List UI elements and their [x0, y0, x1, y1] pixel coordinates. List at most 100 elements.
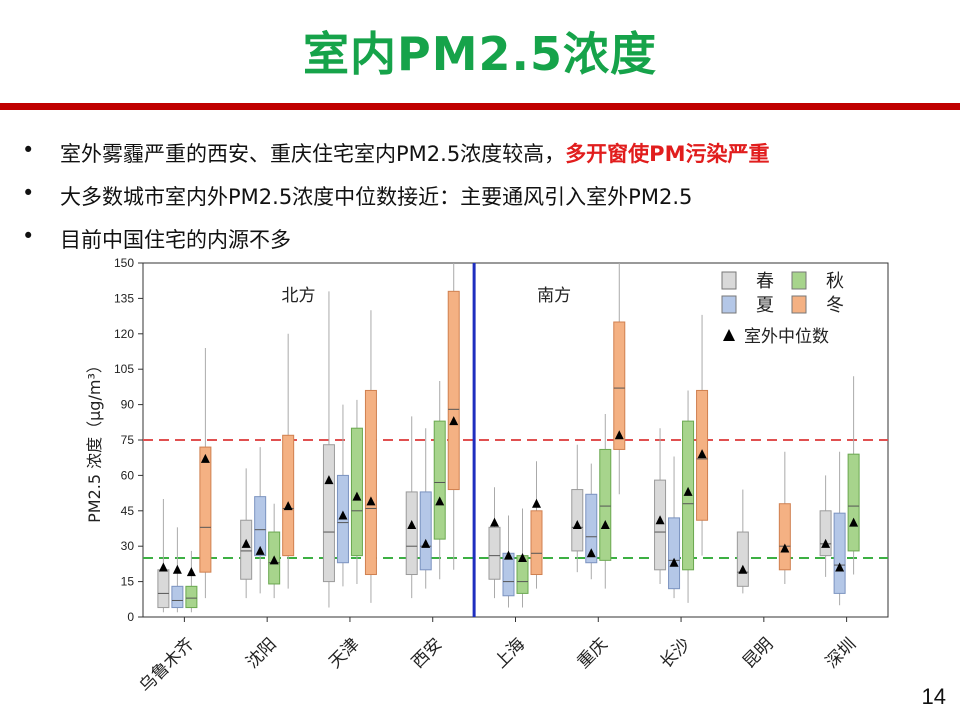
outdoor-median-marker — [504, 550, 513, 560]
x-tick-label: 重庆 — [574, 634, 612, 672]
box-春 — [819, 510, 832, 557]
box-秋 — [847, 453, 860, 552]
outdoor-median-marker — [518, 553, 527, 562]
page-number: 14 — [921, 684, 946, 709]
x-tick-label: 长沙 — [656, 634, 694, 672]
x-tick-label: 西安 — [408, 634, 446, 672]
box-春 — [322, 444, 335, 583]
legend-label: 秋 — [826, 271, 844, 292]
title-divider — [0, 103, 960, 110]
outdoor-median-marker — [849, 517, 859, 527]
x-tick-label: 沈阳 — [243, 634, 281, 672]
outdoor-median-marker — [352, 491, 362, 501]
outdoor-median-marker — [655, 515, 665, 525]
box-冬 — [530, 510, 543, 576]
y-tick-label: 0 — [127, 610, 134, 624]
outdoor-median-marker — [821, 538, 831, 548]
outdoor-median-marker — [172, 564, 182, 574]
box-春 — [240, 519, 253, 580]
y-tick-label: 90 — [121, 398, 135, 412]
bullet-text: 目前中国住宅的内源不多 — [60, 228, 291, 252]
bullet-dot-icon: • — [22, 224, 35, 248]
box-春 — [488, 526, 501, 580]
box-春 — [157, 569, 170, 609]
region-label-north: 北方 — [282, 286, 316, 306]
legend-swatch — [791, 295, 807, 314]
outdoor-median-marker — [683, 486, 693, 496]
x-tick-label: 天津 — [325, 634, 363, 672]
y-tick-label: 105 — [114, 362, 134, 376]
box-夏 — [585, 493, 598, 564]
box-春 — [654, 479, 667, 571]
outdoor-median-marker — [366, 496, 376, 506]
outdoor-median-marker — [255, 545, 265, 555]
y-tick-label: 60 — [121, 468, 135, 482]
y-axis-label: PM2.5 浓度（μg/m³） — [85, 357, 104, 523]
legend-label: 冬 — [826, 295, 844, 316]
box-春 — [736, 531, 749, 587]
box-夏 — [254, 496, 267, 557]
outdoor-median-marker — [449, 416, 459, 426]
outdoor-median-marker — [407, 519, 417, 529]
region-label-south: 南方 — [537, 286, 571, 306]
bullet-item: • 大多数城市室内外PM2.5浓度中位数接近：主要通风引入室外PM2.5 — [22, 181, 942, 224]
outdoor-median-marker — [186, 567, 196, 577]
box-春 — [405, 491, 418, 576]
outdoor-median-marker — [697, 449, 707, 459]
box-秋 — [433, 420, 446, 540]
legend-label: 室外中位数 — [744, 327, 829, 347]
legend-label: 春 — [756, 271, 774, 292]
outdoor-median-marker — [738, 564, 748, 574]
box-冬 — [199, 446, 212, 573]
box-冬 — [778, 503, 791, 571]
x-tick-label: 深圳 — [822, 634, 860, 672]
outdoor-median-marker — [600, 519, 610, 529]
x-tick-label: 乌鲁木齐 — [136, 634, 198, 696]
y-tick-label: 135 — [114, 291, 134, 305]
page-title: 室内PM2.5浓度 — [303, 27, 657, 81]
outdoor-median-marker — [200, 453, 210, 463]
outdoor-median-marker — [586, 548, 596, 558]
outdoor-median-marker — [532, 498, 541, 508]
outdoor-median-marker — [614, 430, 624, 440]
box-夏 — [502, 552, 515, 597]
legend-swatch — [721, 295, 737, 314]
legend-swatch — [791, 271, 807, 290]
box-冬 — [364, 389, 377, 576]
box-夏 — [171, 585, 184, 609]
outdoor-median-marker — [490, 517, 499, 527]
outdoor-median-marker — [338, 510, 348, 520]
box-冬 — [282, 434, 295, 557]
bullet-text: 室外雾霾严重的西安、重庆住宅室内PM2.5浓度较高， — [60, 142, 566, 166]
bullet-item: • 室外雾霾严重的西安、重庆住宅室内PM2.5浓度较高， 多开窗使PM污染严重 — [22, 138, 942, 181]
outdoor-median-marker — [283, 501, 293, 511]
box-夏 — [668, 517, 681, 590]
x-tick-label: 昆明 — [739, 634, 777, 672]
bullet-dot-icon: • — [22, 138, 35, 162]
outdoor-median-marker — [269, 555, 279, 565]
y-tick-label: 150 — [114, 256, 134, 270]
y-tick-label: 30 — [121, 539, 135, 553]
y-tick-label: 75 — [121, 433, 135, 447]
outdoor-median-marker — [421, 538, 431, 548]
outdoor-median-marker — [835, 562, 845, 572]
outdoor-median-marker — [669, 557, 679, 567]
y-tick-label: 120 — [114, 327, 134, 341]
box-夏 — [833, 512, 846, 594]
outdoor-median-marker — [435, 496, 445, 506]
x-tick-label: 上海 — [491, 634, 529, 672]
y-tick-label: 15 — [121, 575, 135, 589]
box-夏 — [419, 491, 432, 571]
bullet-highlight: 多开窗使PM污染严重 — [565, 142, 770, 166]
bullet-item: • 目前中国住宅的内源不多 — [22, 224, 942, 267]
bullet-list: • 室外雾霾严重的西安、重庆住宅室内PM2.5浓度较高， 多开窗使PM污染严重 •… — [22, 138, 942, 267]
outdoor-median-marker — [572, 519, 582, 529]
box-秋 — [185, 585, 198, 609]
legend-swatch — [721, 271, 737, 290]
box-冬 — [447, 290, 460, 491]
box-冬 — [613, 321, 626, 450]
outdoor-median-marker — [780, 543, 790, 553]
y-tick-label: 45 — [121, 504, 135, 518]
outdoor-median-marker — [158, 562, 168, 572]
bullet-dot-icon: • — [22, 181, 35, 205]
